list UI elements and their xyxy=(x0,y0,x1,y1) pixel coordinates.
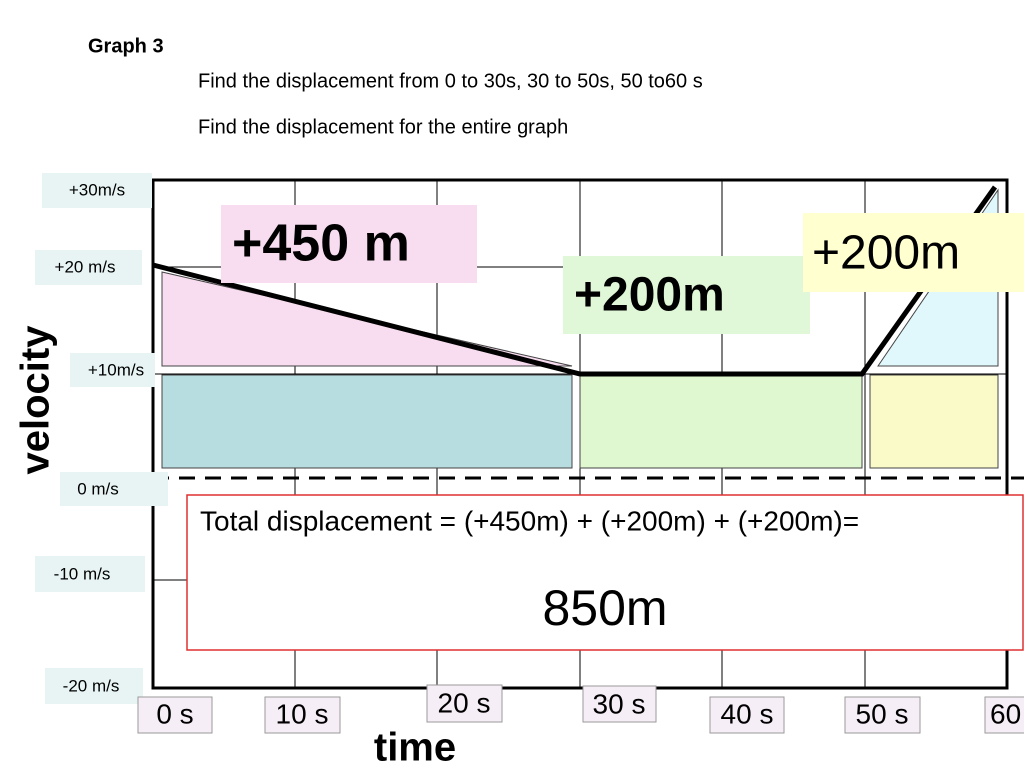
label-box xyxy=(42,173,152,208)
label-box xyxy=(45,668,143,704)
area-rect xyxy=(161,374,573,469)
total-result: 850m xyxy=(542,580,667,636)
y-tick-label: -20 m/s xyxy=(63,676,120,695)
label-box xyxy=(35,250,142,285)
y-tick-label: +30m/s xyxy=(69,180,125,199)
x-tick-label: 50 s xyxy=(856,698,909,729)
y-tick-label: 0 m/s xyxy=(77,479,119,498)
total-box xyxy=(186,494,1024,651)
label-box xyxy=(709,696,785,734)
area-rect xyxy=(579,374,863,469)
label-box xyxy=(563,256,810,334)
y-tick-label: -10 m/s xyxy=(54,564,111,583)
area-label: +200m xyxy=(812,227,960,280)
label-box xyxy=(137,696,213,734)
total-equation: Total displacement = (+450m) + (+200m) +… xyxy=(200,505,859,536)
label-box xyxy=(60,472,168,506)
label-box xyxy=(803,213,1024,292)
x-axis-label: time xyxy=(374,726,456,768)
label-box xyxy=(35,556,145,592)
x-tick-label: 20 s xyxy=(438,687,491,718)
label-box xyxy=(151,178,1009,690)
instruction: Find the displacement from 0 to 30s, 30 … xyxy=(198,70,703,92)
x-tick-label: 30 s xyxy=(593,688,646,719)
label-box xyxy=(221,205,477,283)
x-tick-label: 40 s xyxy=(721,698,774,729)
x-tick-label: 10 s xyxy=(276,698,329,729)
instruction: Find the displacement for the entire gra… xyxy=(198,116,568,138)
title: Graph 3 xyxy=(88,35,164,57)
label-box xyxy=(70,353,155,387)
label-box xyxy=(984,696,1024,734)
label-box xyxy=(426,684,503,723)
y-tick-label: +20 m/s xyxy=(55,257,116,276)
area-label: +200m xyxy=(574,269,725,322)
x-tick-label: 60 xyxy=(990,698,1021,729)
label-box xyxy=(264,696,341,734)
label-box xyxy=(844,696,921,734)
area-label: +450 m xyxy=(232,215,410,273)
x-tick-label: 0 s xyxy=(156,698,193,729)
y-tick-label: +10m/s xyxy=(88,360,144,379)
area-rect xyxy=(869,374,999,469)
label-box xyxy=(582,685,657,723)
y-axis-label: velocity xyxy=(14,325,58,475)
